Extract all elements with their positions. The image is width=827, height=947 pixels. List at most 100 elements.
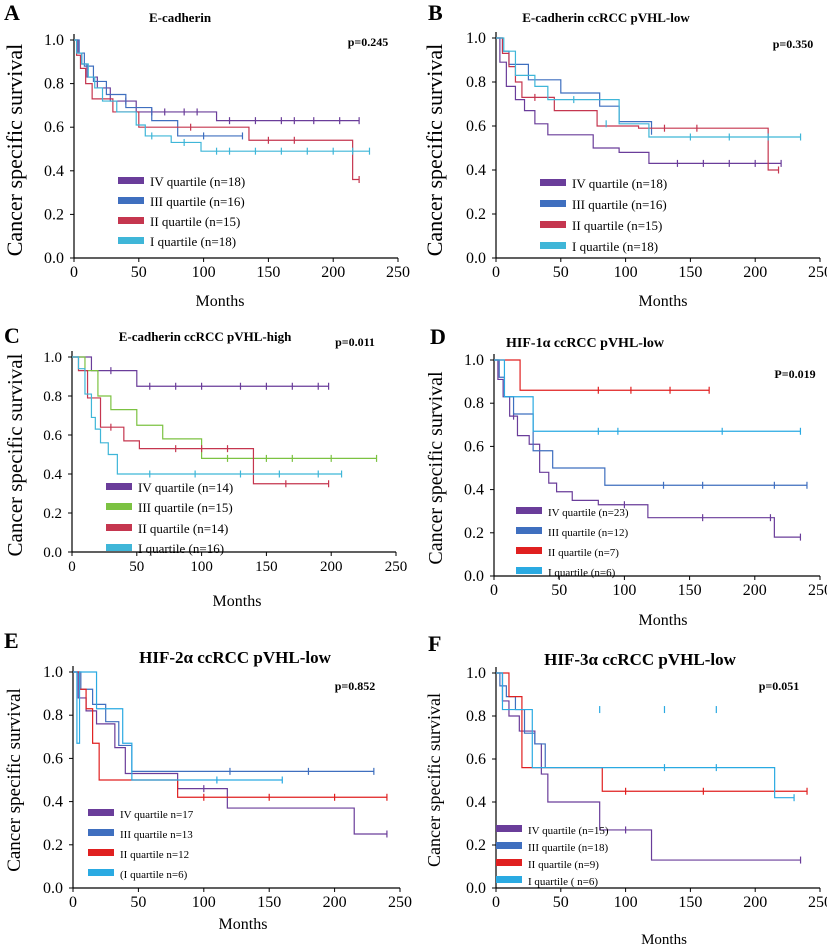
y-tick-label: 0.0 [464, 568, 484, 585]
y-tick-label: 1.0 [44, 32, 64, 49]
y-tick-label: 0.8 [43, 389, 62, 405]
legend-swatch [496, 825, 522, 832]
x-tick-label: 100 [614, 264, 638, 281]
legend-swatch [88, 809, 114, 816]
y-tick-label: 0.6 [44, 119, 64, 136]
x-tick-label: 50 [553, 894, 569, 911]
y-tick-label: 0.4 [44, 163, 64, 180]
x-tick-label: 250 [386, 264, 410, 281]
legend-label: III quartile n=13 [120, 829, 193, 841]
legend-label: I quartile (n=18) [572, 239, 658, 254]
y-tick-label: 0.4 [43, 467, 62, 483]
km-curve-iv [73, 671, 387, 835]
legend-swatch [540, 242, 566, 249]
y-tick-label: 0.0 [466, 880, 486, 897]
legend-swatch [118, 177, 144, 184]
y-tick-label: 0.0 [43, 880, 63, 897]
legend-label: II quartile n=12 [120, 849, 189, 861]
panel-letter: A [4, 0, 20, 25]
legend-swatch [516, 507, 542, 514]
km-curve-iii-green [72, 356, 377, 459]
legend-label: IV quartile (n=23) [548, 507, 629, 519]
x-tick-label: 150 [678, 582, 702, 599]
y-tick-label: 0.8 [466, 74, 486, 91]
chart-title: E-cadherin [149, 10, 212, 25]
y-tick-label: 1.0 [466, 30, 486, 47]
y-tick-label: 0.6 [43, 428, 62, 444]
x-tick-label: 0 [69, 894, 77, 911]
legend-swatch [106, 503, 132, 510]
y-tick-label: 0.6 [43, 750, 63, 767]
y-axis-label: Cancer specific survival [422, 44, 447, 257]
legend-swatch [106, 544, 132, 551]
x-axis-label: Months [213, 593, 262, 610]
km-curve-iii [73, 671, 374, 772]
km-curve-i-legend [496, 672, 795, 799]
y-tick-label: 0.6 [466, 751, 486, 768]
x-tick-label: 150 [257, 894, 281, 911]
y-tick-label: 0.6 [466, 118, 486, 135]
legend-swatch [540, 179, 566, 186]
x-axis-label: Months [219, 916, 268, 933]
km-curve-iv [496, 37, 782, 164]
legend-label: IV quartile (n=18) [150, 174, 245, 189]
x-tick-label: 250 [385, 559, 408, 575]
legend-swatch [496, 876, 522, 883]
chart-title: HIF-3α ccRCC pVHL-low [544, 650, 736, 669]
legend-label: I quartile (n=18) [150, 234, 236, 249]
y-tick-label: 0.8 [44, 76, 64, 93]
legend-label: IV quartile (n=14) [138, 480, 233, 495]
x-tick-label: 150 [678, 264, 702, 281]
legend-swatch [540, 221, 566, 228]
x-tick-label: 200 [321, 264, 345, 281]
x-tick-label: 150 [678, 894, 702, 911]
legend-label: (I quartile n=6) [120, 869, 188, 881]
legend-label: III quartile (n=18) [528, 842, 608, 854]
panel-letter: B [428, 0, 443, 25]
x-tick-label: 0 [492, 894, 500, 911]
legend-label: II quartile (n=9) [528, 859, 599, 871]
y-axis-label: Cancer specific survival [2, 44, 27, 257]
km-curve-ii [496, 37, 779, 171]
y-tick-label: 0.8 [466, 708, 486, 725]
y-tick-label: 0.2 [466, 206, 486, 223]
p-value: p=0.350 [773, 37, 814, 51]
y-tick-label: 0.6 [464, 438, 484, 455]
legend-swatch [516, 547, 542, 554]
panel-letter: D [430, 324, 446, 349]
y-tick-label: 0.4 [466, 162, 486, 179]
x-tick-label: 200 [323, 894, 347, 911]
y-tick-label: 0.4 [464, 482, 484, 499]
panel-letter: F [428, 631, 441, 656]
x-tick-label: 0 [68, 559, 76, 575]
x-axis-label: Months [641, 932, 687, 947]
x-tick-label: 100 [190, 559, 213, 575]
y-tick-label: 1.0 [43, 664, 63, 681]
legend-label: II quartile (n=15) [150, 214, 240, 229]
km-curve-iii [496, 672, 546, 768]
legend-label: I quartile (n=16) [138, 541, 224, 556]
p-value: p=0.051 [759, 679, 800, 693]
y-tick-label: 1.0 [43, 350, 62, 366]
km-curve-ii-legend [494, 359, 710, 391]
legend-label: III quartile (n=12) [548, 527, 628, 539]
legend-label: IV quartile (n=15) [528, 825, 609, 837]
x-tick-label: 200 [743, 264, 767, 281]
y-tick-label: 1.0 [466, 665, 486, 682]
x-tick-label: 0 [70, 264, 78, 281]
legend-swatch [496, 842, 522, 849]
y-tick-label: 0.2 [464, 525, 484, 542]
x-tick-label: 250 [388, 894, 412, 911]
legend-label: I quartile ( n=6) [528, 876, 598, 888]
x-tick-label: 0 [490, 582, 498, 599]
legend-label: IV quartile n=17 [120, 809, 194, 821]
x-axis-label: Months [639, 293, 688, 310]
y-axis-label: Cancer specific survival [3, 353, 27, 556]
legend-label: II quartile (n=7) [548, 547, 619, 559]
x-tick-label: 100 [192, 894, 216, 911]
y-tick-label: 0.0 [43, 545, 62, 561]
y-axis-label: Cancer specific survival [4, 688, 25, 872]
x-tick-label: 250 [808, 264, 827, 281]
y-tick-label: 0.2 [466, 837, 486, 854]
panel-a: A E-cadherin p=0.245 0 50 100 150 200 250 0.0 0.2 0… [2, 0, 410, 310]
